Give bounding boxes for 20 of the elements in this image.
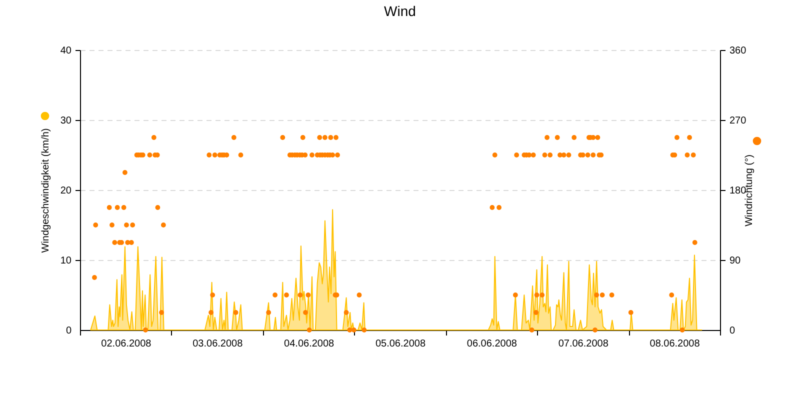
y2-tick-label: 90	[730, 256, 742, 266]
x-tick-label: 04.06.2008	[284, 338, 335, 350]
x-tick-label: 07.06.2008	[558, 338, 609, 350]
x-tick-label: 06.06.2008	[466, 338, 518, 350]
y-tick-label: 0	[66, 326, 72, 336]
x-tick-label: 03.06.2008	[192, 338, 244, 350]
y-tick-label: 20	[60, 186, 72, 196]
legend-label: Windrichtung (°)	[744, 154, 756, 226]
x-tick-label: 02.06.2008	[101, 338, 152, 350]
y-tick-label: 30	[60, 116, 72, 126]
y-tick-label: 40	[60, 46, 72, 56]
y-tick-label: 10	[60, 256, 72, 266]
y2-tick-label: 360	[730, 46, 747, 56]
chart-title: Wind	[384, 3, 416, 19]
x-tick-label: 05.06.2008	[375, 338, 426, 350]
y2-tick-label: 180	[730, 186, 747, 196]
y2-tick-label: 270	[730, 116, 747, 126]
x-tick-label: 08.06.2008	[650, 338, 700, 350]
legend-label: Windgeschwindigkeit (km/h)	[40, 128, 52, 253]
y2-tick-label: 0	[730, 326, 736, 336]
